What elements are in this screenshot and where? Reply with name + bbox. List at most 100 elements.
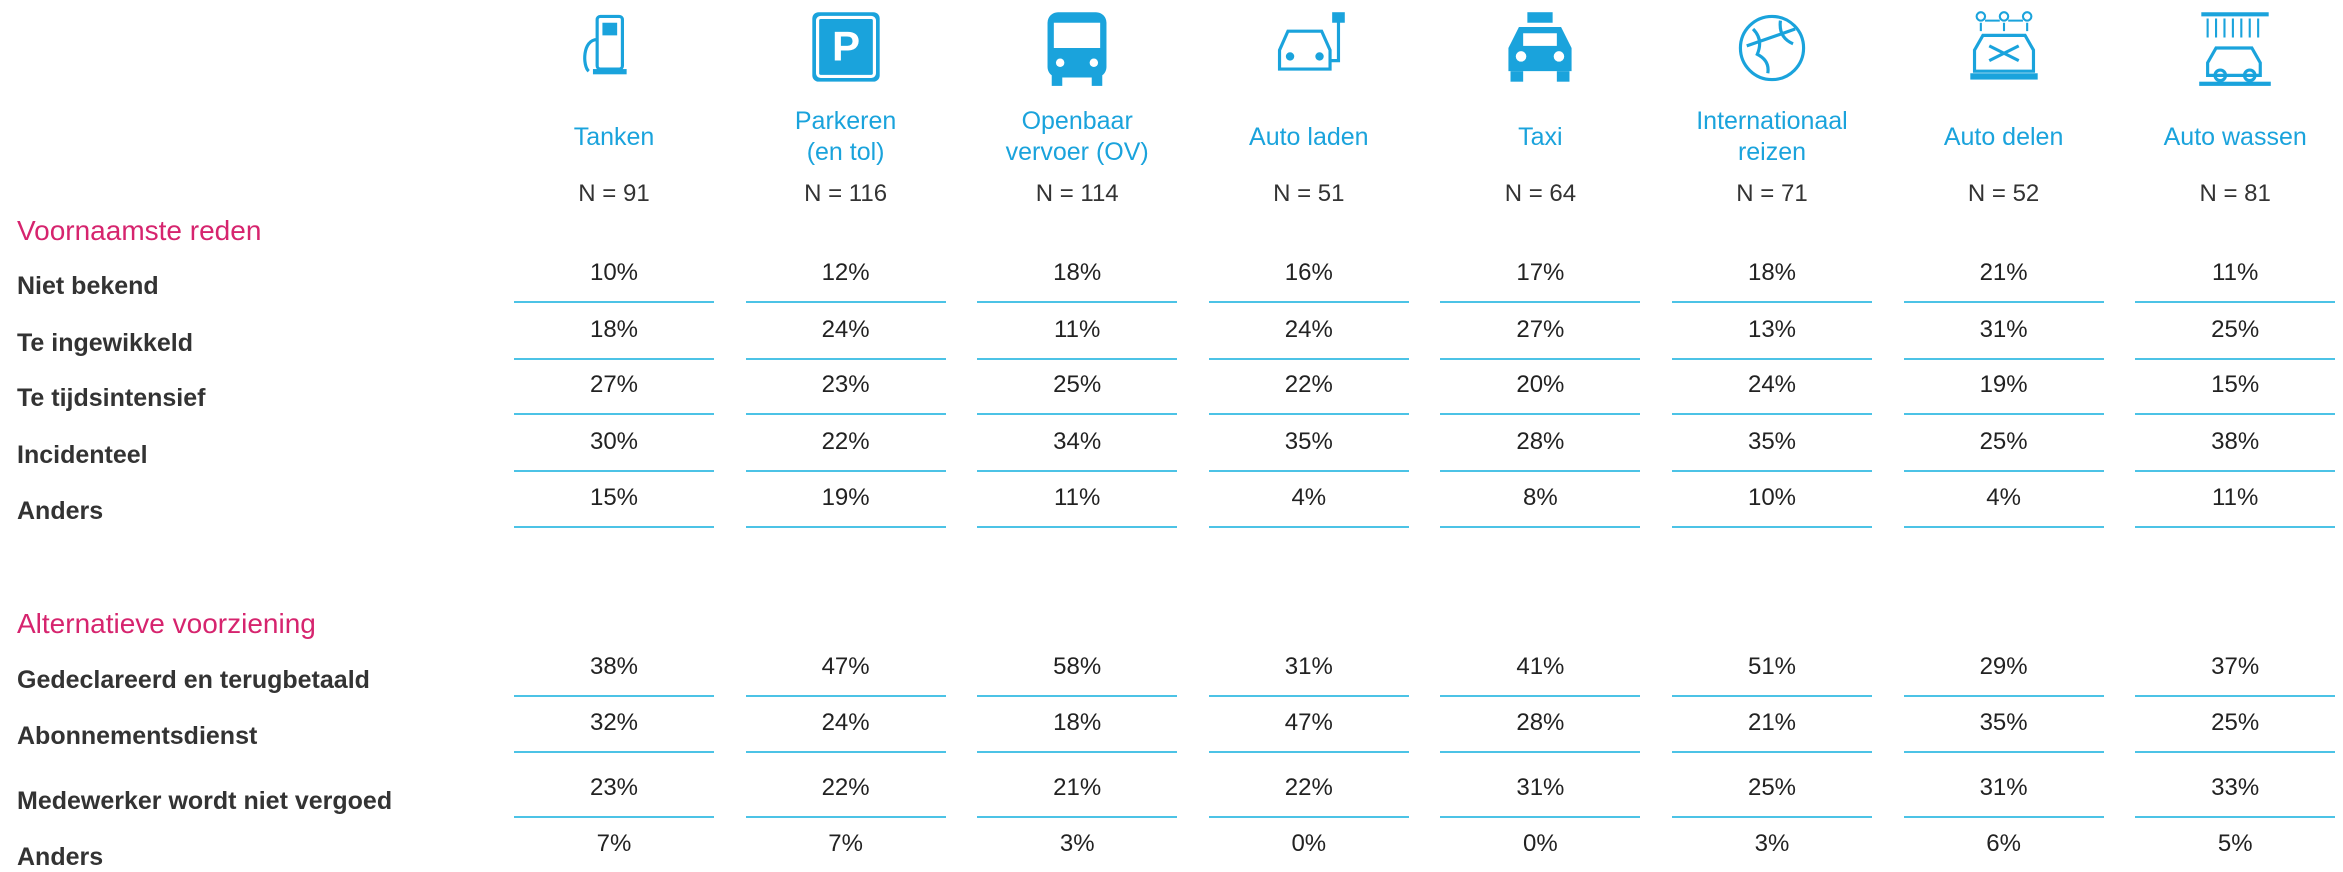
cell-value: 18%	[1053, 709, 1102, 736]
row-divider	[1208, 413, 1409, 415]
icon	[574, 8, 654, 88]
row-divider	[514, 470, 714, 472]
row-divider	[1903, 695, 2104, 697]
row-divider	[2135, 358, 2336, 360]
column-n: N = 116	[804, 180, 888, 207]
cell-value: 21%	[1747, 709, 1797, 736]
row-divider	[2135, 751, 2336, 753]
row-divider	[1440, 751, 1641, 753]
row-label: Gedeclareerd en terugbetaald	[17, 666, 370, 694]
row-label: Te tijdsintensief	[17, 384, 206, 412]
cell-value: 31%	[1979, 316, 2028, 343]
row-divider	[1672, 358, 1872, 360]
cell-value: 23%	[821, 371, 870, 398]
column-n: N = 52	[1967, 180, 2040, 207]
row-divider	[1208, 301, 1409, 303]
row-divider	[1672, 816, 1872, 818]
column-label: Internationaal reizen	[1696, 107, 1848, 166]
column-n: N = 81	[2199, 180, 2271, 207]
column-label: Taxi	[1518, 123, 1563, 151]
section-title: Alternatieve voorziening	[17, 608, 316, 639]
row-divider	[1903, 526, 2104, 528]
row-divider	[514, 526, 714, 528]
row-divider	[745, 526, 946, 528]
cell-value: 3%	[1059, 830, 1095, 857]
cell-value: 35%	[1284, 428, 1333, 455]
cell-value: 10%	[589, 259, 639, 286]
icon	[1269, 8, 1349, 88]
cell-value: 25%	[2211, 316, 2260, 343]
cell-value: 51%	[1747, 653, 1797, 680]
row-divider	[1672, 301, 1872, 303]
cell-value: 25%	[1053, 371, 1102, 398]
row-label: Medewerker wordt niet vergoed	[17, 787, 393, 815]
row-divider	[977, 526, 1178, 528]
cell-value: 4%	[1291, 484, 1327, 511]
row-divider	[1903, 751, 2104, 753]
cell-value: 31%	[1979, 774, 2028, 801]
cell-value: 33%	[2211, 774, 2260, 801]
cell-value: 11%	[1054, 484, 1101, 511]
row-divider	[1208, 751, 1409, 753]
cell-value: 30%	[589, 428, 639, 455]
cell-value: 16%	[1284, 259, 1333, 286]
row-divider	[1672, 413, 1872, 415]
row-divider	[1672, 526, 1872, 528]
row-label: Anders	[17, 497, 104, 525]
row-divider	[745, 301, 946, 303]
row-divider	[977, 751, 1178, 753]
cell-value: 28%	[1516, 709, 1565, 736]
cell-value: 11%	[2212, 259, 2259, 286]
cell-value: 25%	[1979, 428, 2028, 455]
column-n: N = 114	[1035, 180, 1119, 207]
column-label: Auto delen	[1943, 123, 2064, 151]
cell-value: 24%	[1747, 371, 1797, 398]
row-divider	[1672, 695, 1872, 697]
row-divider	[977, 358, 1178, 360]
row-divider	[514, 358, 714, 360]
cell-value: 3%	[1754, 830, 1790, 857]
row-divider	[1672, 470, 1872, 472]
cell-value: 15%	[589, 484, 639, 511]
row-divider	[1903, 358, 2104, 360]
row-divider	[2135, 470, 2336, 472]
row-divider	[2135, 816, 2336, 818]
column-label: Auto wassen	[2163, 123, 2307, 151]
cell-value: 10%	[1747, 484, 1797, 511]
cell-value: 12%	[821, 259, 870, 286]
row-divider	[2135, 301, 2336, 303]
cell-value: 21%	[1979, 259, 2028, 286]
icon	[2195, 8, 2275, 88]
row-divider	[1208, 358, 1409, 360]
cell-value: 34%	[1053, 428, 1102, 455]
cell-value: 0%	[1523, 830, 1558, 857]
column-n: N = 64	[1504, 180, 1577, 207]
row-divider	[2135, 695, 2336, 697]
cell-value: 24%	[1284, 316, 1333, 343]
cell-value: 31%	[1516, 774, 1565, 801]
row-divider	[977, 816, 1178, 818]
cell-value: 47%	[821, 653, 870, 680]
cell-value: 27%	[1516, 316, 1565, 343]
cell-value: 24%	[821, 709, 870, 736]
cell-value: 22%	[1284, 774, 1333, 801]
cell-value: 38%	[589, 653, 639, 680]
row-divider	[2135, 413, 2336, 415]
row-divider	[977, 413, 1178, 415]
cell-value: 11%	[1054, 316, 1101, 343]
cell-value: 18%	[589, 316, 639, 343]
cell-value: 7%	[828, 830, 863, 857]
row-divider	[1903, 470, 2104, 472]
row-divider	[1440, 816, 1641, 818]
row-label: Te ingewikkeld	[17, 329, 193, 357]
cell-value: 22%	[821, 774, 870, 801]
cell-value: 25%	[2211, 709, 2260, 736]
row-divider	[514, 816, 714, 818]
column-label: Auto laden	[1249, 123, 1369, 151]
cell-value: 17%	[1516, 259, 1565, 286]
cell-value: 37%	[2211, 653, 2260, 680]
cell-value: 21%	[1053, 774, 1102, 801]
cell-value: 35%	[1979, 709, 2028, 736]
svg-text:P: P	[832, 23, 860, 70]
